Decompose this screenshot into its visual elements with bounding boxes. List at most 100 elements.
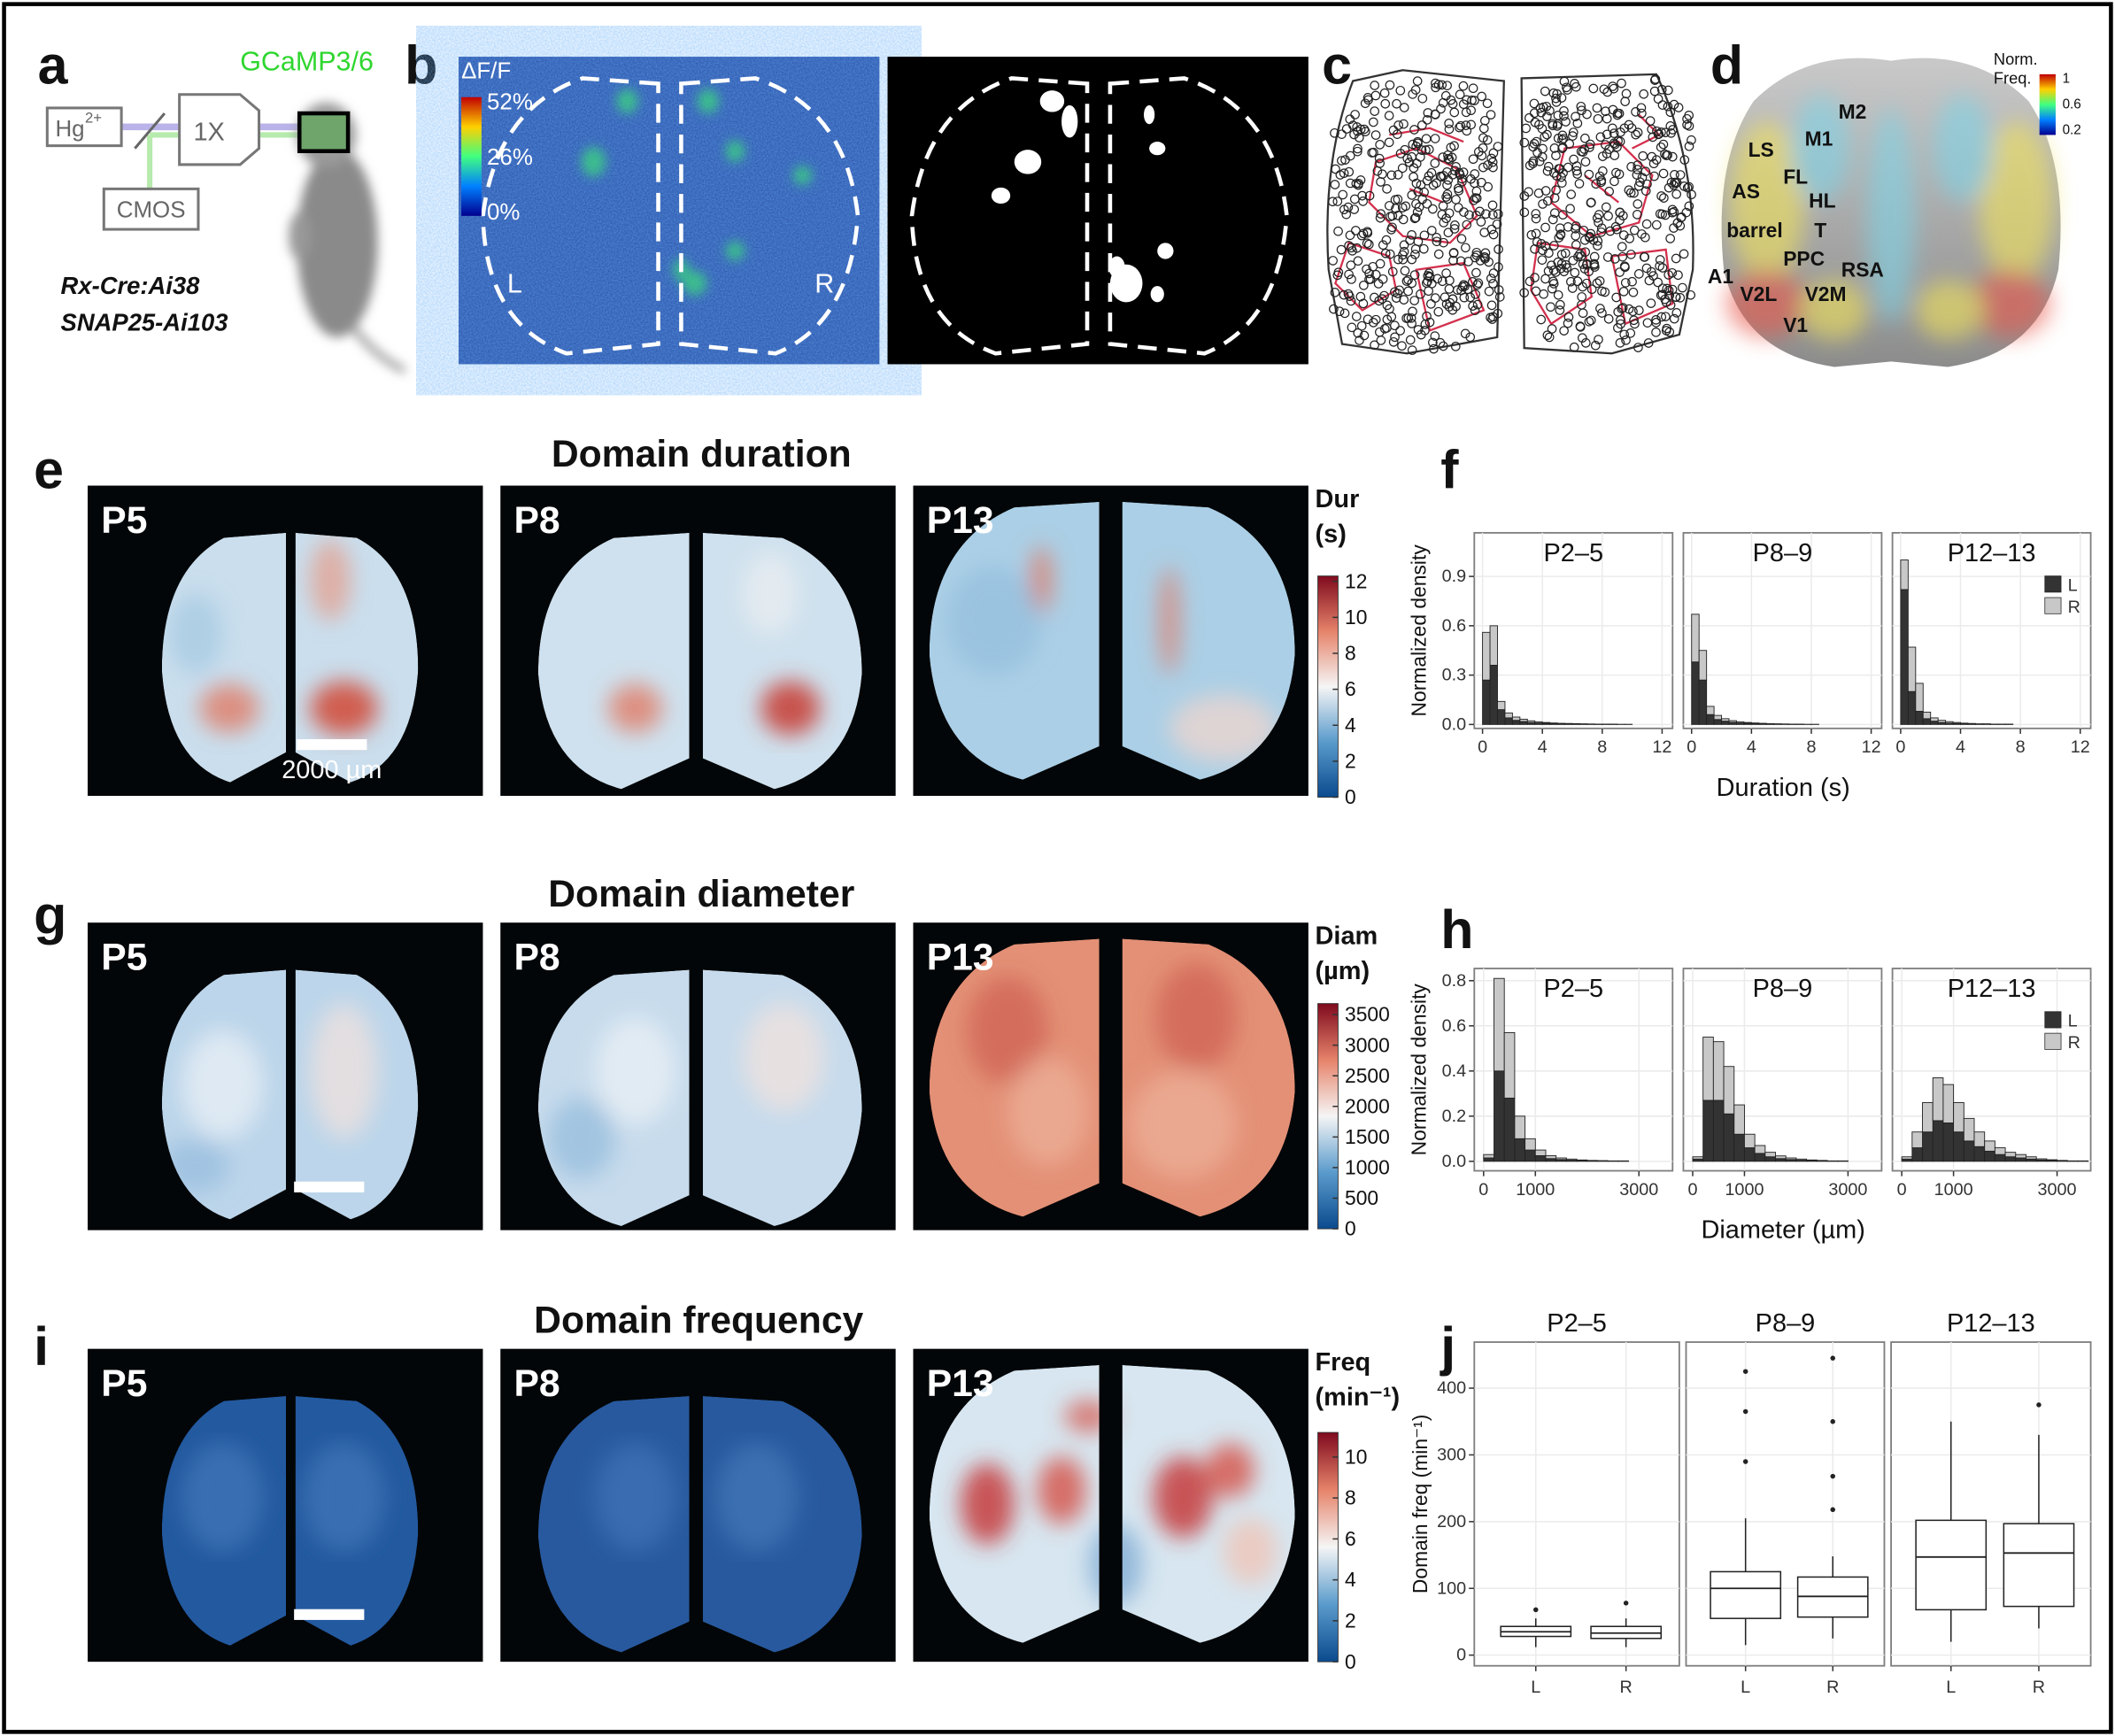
roi-marker: [1345, 114, 1355, 125]
roi-marker: [1393, 211, 1403, 220]
roi-marker: [1349, 129, 1359, 140]
heat-spot: [168, 593, 223, 675]
roi-marker: [1378, 169, 1387, 180]
bar: [1514, 1138, 1526, 1162]
roi-marker: [1580, 157, 1591, 167]
roi-marker: [1600, 287, 1610, 297]
age-label: P13: [927, 499, 994, 542]
hemisphere: [161, 532, 287, 783]
roi-marker: [1387, 222, 1397, 233]
roi-marker: [1617, 242, 1627, 252]
roi-marker: [1626, 162, 1636, 172]
colorbar-tick-label: 2: [1345, 749, 1356, 772]
roi-marker: [1432, 274, 1443, 284]
panel-letter: b: [405, 35, 437, 96]
bar: [1806, 1159, 1818, 1161]
heat-spots: [1158, 566, 1277, 762]
roi-marker: [1575, 322, 1586, 332]
bar: [2035, 1158, 2048, 1161]
roi-marker: [1669, 313, 1679, 324]
region-label: V1: [1783, 313, 1808, 336]
roi-marker: [1335, 170, 1346, 180]
roi-marker: [1333, 226, 1343, 236]
dff-spot: [581, 147, 606, 177]
roi-marker: [1428, 337, 1438, 348]
colorbar-tick-label: 4: [1345, 1568, 1356, 1591]
roi-marker: [1675, 292, 1686, 303]
roi-marker: [1671, 292, 1681, 303]
roi-marker: [1579, 264, 1590, 274]
x-tick-label: 0: [1687, 1180, 1697, 1200]
outlier: [1623, 1601, 1629, 1606]
roi-marker: [1470, 289, 1480, 299]
roi-marker: [1393, 254, 1403, 265]
roi-marker: [1649, 86, 1660, 96]
roi-marker: [1624, 185, 1634, 196]
roi-marker: [1378, 274, 1388, 284]
roi-marker: [1462, 220, 1472, 230]
hemisphere: [537, 969, 690, 1227]
x-tick-label: 3000: [2038, 1180, 2077, 1200]
region-label: LS: [1748, 138, 1774, 161]
bar: [1953, 1131, 1964, 1162]
bar: [1698, 679, 1708, 725]
roi-marker: [1542, 129, 1552, 140]
roi-marker: [1651, 314, 1661, 325]
roi-marker: [1334, 306, 1345, 317]
roi-marker: [1470, 305, 1480, 315]
roi-marker: [1354, 178, 1363, 189]
roi-marker: [1585, 143, 1594, 152]
panel-letter: d: [1710, 35, 1743, 96]
roi-marker: [1380, 248, 1391, 258]
roi-marker: [1658, 168, 1669, 179]
roi-marker: [1394, 285, 1405, 296]
roi-marker: [1592, 212, 1602, 223]
roi-marker: [1339, 308, 1350, 319]
roi-marker: [1618, 286, 1629, 297]
y-axis-label: Domain freq (min⁻¹): [1409, 1415, 1432, 1593]
bar: [1764, 1156, 1776, 1162]
roi-marker: [1381, 235, 1392, 245]
colorbar: [2039, 73, 2056, 135]
roi-marker: [1424, 171, 1434, 181]
roi-marker: [1530, 273, 1540, 282]
bar: [1712, 1041, 1725, 1101]
roi-marker: [1574, 179, 1585, 189]
facet-title: P2–5: [1543, 975, 1603, 1003]
roi-marker: [1482, 135, 1493, 145]
mask-blob: [1014, 150, 1042, 174]
heat-spots: [594, 1443, 676, 1552]
bar: [1482, 631, 1491, 681]
roi-marker: [1421, 145, 1431, 155]
bar: [1907, 646, 1917, 692]
heat-spot: [181, 1030, 264, 1138]
roi-marker: [1438, 341, 1448, 351]
bar: [1915, 683, 1924, 712]
roi-marker: [1358, 298, 1369, 309]
colorbar-tick-label: 1500: [1345, 1125, 1390, 1148]
roi-marker: [1395, 85, 1406, 96]
bar: [1900, 559, 1909, 590]
panel-letter: f: [1440, 440, 1459, 500]
colorbar-tick-label: 0: [1345, 1650, 1356, 1673]
bar: [1556, 722, 1566, 725]
roi-marker: [1339, 289, 1349, 300]
indicator-label: GCaMP3/6: [240, 46, 374, 76]
roi-marker: [1543, 266, 1554, 276]
roi-marker: [1602, 149, 1612, 158]
age-label: P5: [101, 1362, 147, 1405]
roi-marker: [1562, 82, 1571, 93]
roi-marker: [1537, 255, 1548, 265]
roi-marker: [1538, 199, 1548, 209]
bar: [1775, 1158, 1787, 1162]
roi-marker: [1444, 118, 1454, 128]
roi-marker: [1631, 129, 1640, 140]
roi-marker: [1582, 109, 1592, 120]
outline: [1108, 76, 1289, 356]
roi-marker: [1663, 101, 1673, 112]
roi-marker: [1573, 251, 1583, 262]
roi-marker: [1339, 204, 1349, 215]
x-tick-label: 3000: [1828, 1180, 1867, 1200]
x-tick-label: 3000: [1619, 1180, 1658, 1200]
colorbar-tick-label: 12: [1345, 569, 1367, 592]
